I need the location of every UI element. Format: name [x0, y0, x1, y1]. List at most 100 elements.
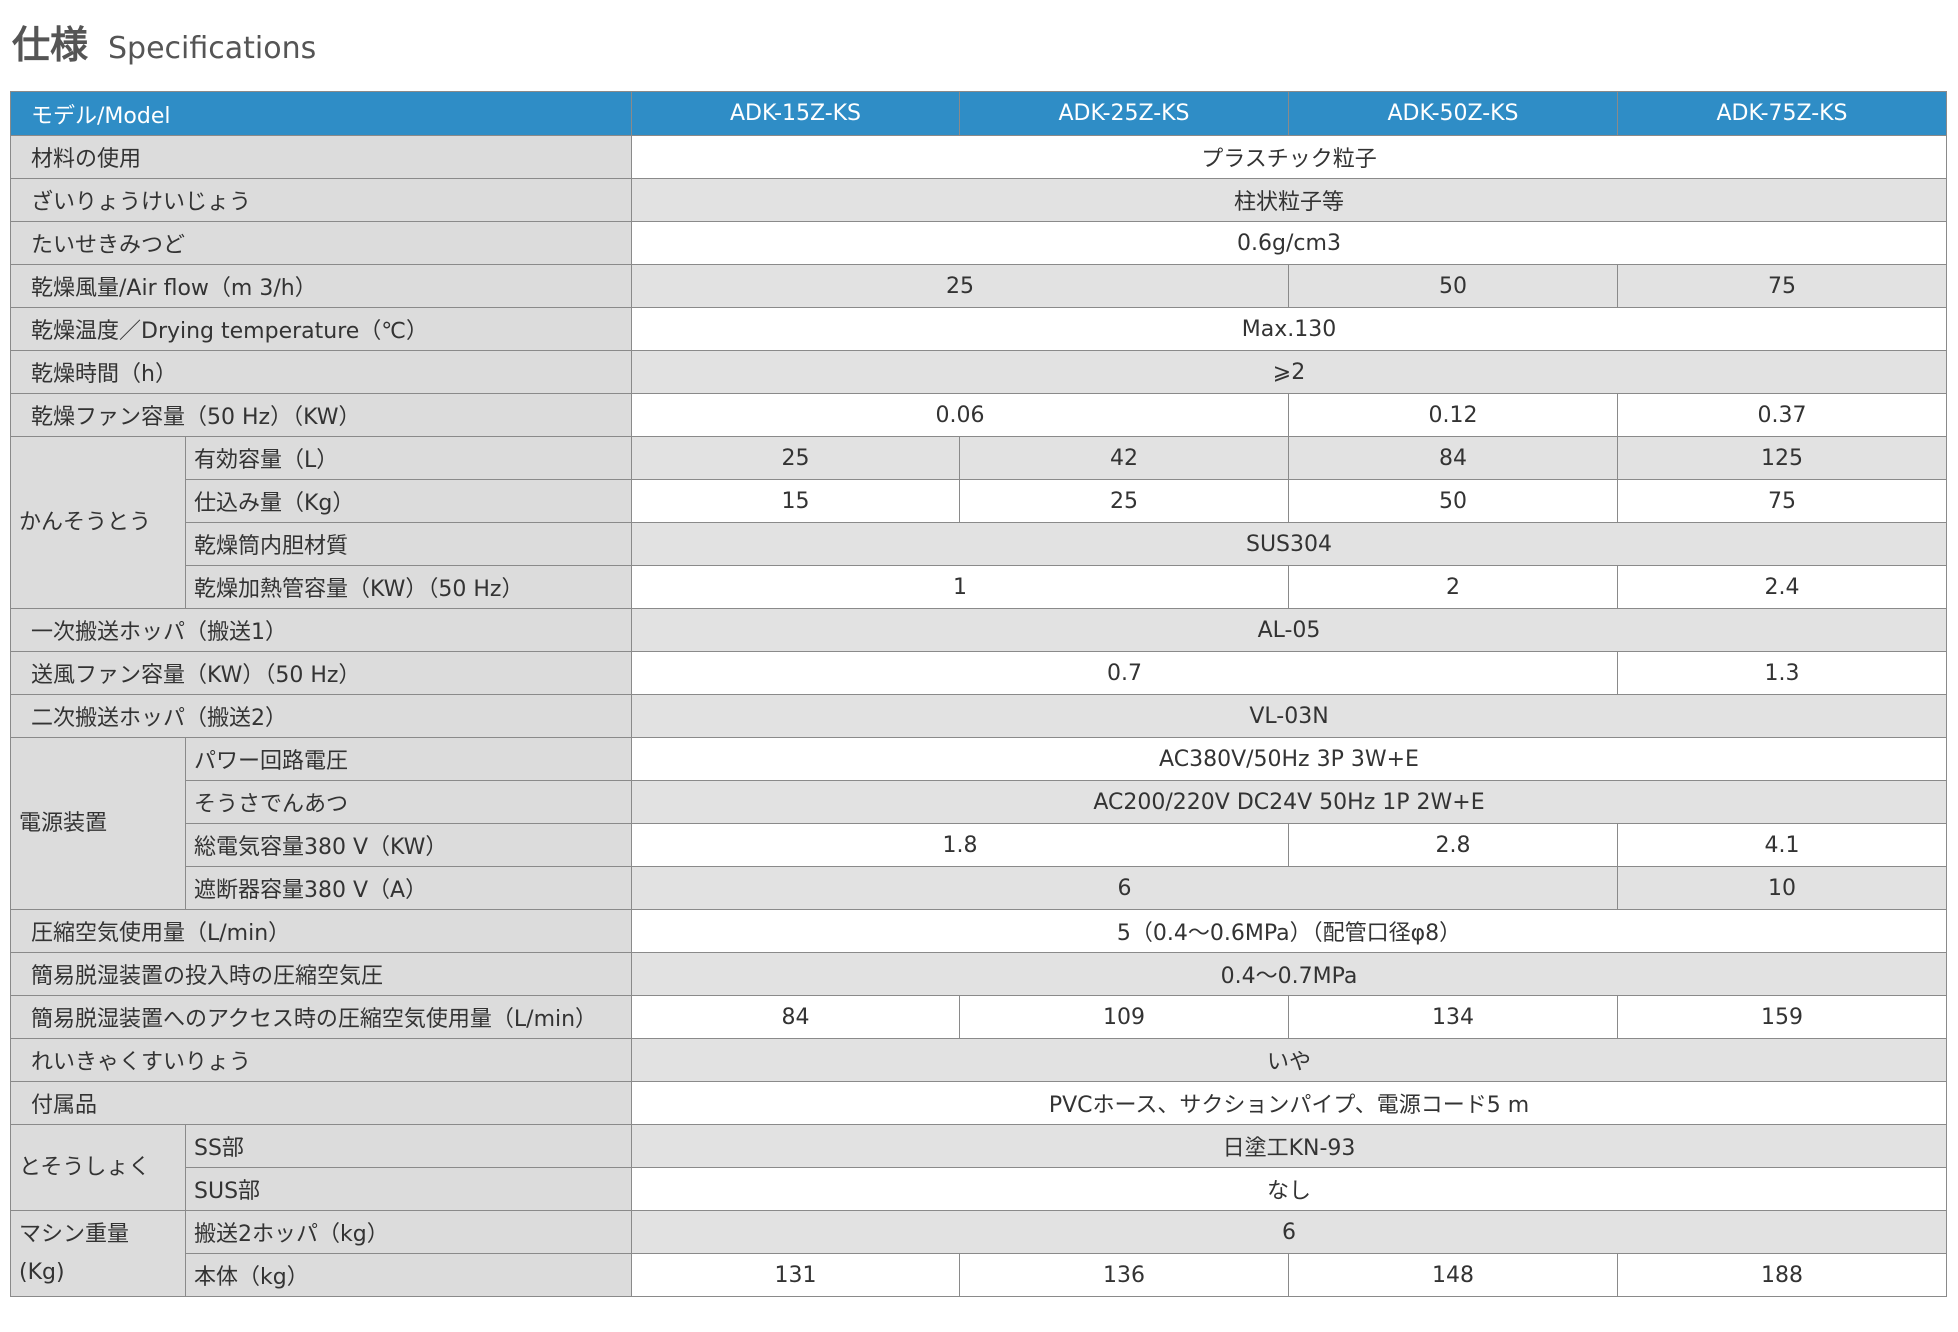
row: ざいりょうけいじょう 柱状粒子等	[10, 178, 1947, 222]
value-cell: 159	[1617, 995, 1947, 1039]
row-label: 乾燥温度／Drying temperature（℃）	[10, 307, 632, 351]
value-cell: 1.3	[1617, 651, 1947, 695]
row-label: 有効容量（L）	[185, 436, 632, 480]
row: SUS部 なし	[11, 1167, 1947, 1211]
value-cell: 134	[1288, 995, 1618, 1039]
value-cell: 25	[959, 479, 1289, 523]
row-label: SS部	[185, 1124, 632, 1168]
row-label: 乾燥風量/Air flow（m 3/h）	[10, 264, 632, 308]
title: 仕様	[12, 23, 89, 67]
row: 遮断器容量380 V（A） 6 10	[11, 866, 1947, 910]
row: 材料の使用 プラスチック粒子	[10, 135, 1947, 179]
page-header: 仕様 Specifications	[12, 14, 316, 69]
group-label: かんそうとう	[10, 436, 186, 609]
column-header: ADK-25Z-KS	[959, 91, 1289, 136]
row: 簡易脱湿装置へのアクセス時の圧縮空気使用量（L/min） 84 109 134 159	[10, 995, 1947, 1039]
value-cell: いや	[631, 1038, 1947, 1082]
value-cell: AC380V/50Hz 3P 3W+E	[631, 737, 1947, 781]
value-cell: SUS304	[631, 522, 1947, 566]
value-cell: 6	[631, 866, 1618, 910]
row: 一次搬送ホッパ（搬送1） AL-05	[10, 608, 1947, 652]
row-label: パワー回路電圧	[185, 737, 632, 781]
column-header: ADK-15Z-KS	[631, 91, 960, 136]
value-cell: 2.8	[1288, 823, 1618, 867]
row: かんそうとう 有効容量（L） 25 42 84 125	[10, 436, 1947, 609]
value-cell: 25	[631, 436, 960, 480]
row: そうさでんあつ AC200/220V DC24V 50Hz 1P 2W+E	[11, 780, 1947, 824]
row-label: れいきゃくすいりょう	[10, 1038, 632, 1082]
value-cell: 0.4～0.7MPa	[631, 952, 1947, 996]
value-cell: 日塗工KN-93	[631, 1124, 1947, 1168]
value-cell: 84	[631, 995, 960, 1039]
value-cell: 25	[631, 264, 1289, 308]
row: とそうしょく SS部 日塗工KN-93	[10, 1124, 1947, 1211]
row-label: 送風ファン容量（KW）（50 Hz）	[10, 651, 632, 695]
column-header: ADK-50Z-KS	[1288, 91, 1618, 136]
row: 乾燥ファン容量（50 Hz）（KW） 0.06 0.12 0.37	[10, 393, 1947, 437]
column-header: ADK-75Z-KS	[1617, 91, 1947, 136]
value-cell: 109	[959, 995, 1289, 1039]
row-label: たいせきみつど	[10, 221, 632, 265]
row-label: 付属品	[10, 1081, 632, 1125]
value-cell: AC200/220V DC24V 50Hz 1P 2W+E	[631, 780, 1947, 824]
value-cell: 75	[1617, 479, 1947, 523]
value-cell: AL-05	[631, 608, 1947, 652]
row: 電源装置 パワー回路電圧 AC380V/50Hz 3P 3W+E	[10, 737, 1947, 910]
value-cell: 0.37	[1617, 393, 1947, 437]
row-label: 仕込み量（Kg）	[185, 479, 632, 523]
row: 二次搬送ホッパ（搬送2） VL-03N	[10, 694, 1947, 738]
group-label: とそうしょく	[10, 1124, 186, 1211]
group-label: 電源装置	[10, 737, 186, 910]
row: れいきゃくすいりょう いや	[10, 1038, 1947, 1082]
row: 仕込み量（Kg） 15 25 50 75	[11, 479, 1947, 523]
value-cell: VL-03N	[631, 694, 1947, 738]
value-cell: 2	[1288, 565, 1618, 609]
row: たいせきみつど 0.6g/cm3	[10, 221, 1947, 265]
value-cell: 136	[959, 1253, 1289, 1297]
row-label: そうさでんあつ	[185, 780, 632, 824]
row: 乾燥時間（h） ⩾2	[10, 350, 1947, 394]
row-label: 簡易脱湿装置の投入時の圧縮空気圧	[10, 952, 632, 996]
row-label: 乾燥ファン容量（50 Hz）（KW）	[10, 393, 632, 437]
value-cell: 0.06	[631, 393, 1289, 437]
value-cell: 10	[1617, 866, 1947, 910]
row-label: 総電気容量380 V（KW）	[185, 823, 632, 867]
value-cell: Max.130	[631, 307, 1947, 351]
row-label: 一次搬送ホッパ（搬送1）	[10, 608, 632, 652]
value-cell: 柱状粒子等	[631, 178, 1947, 222]
value-cell: 42	[959, 436, 1289, 480]
row: 簡易脱湿装置の投入時の圧縮空気圧 0.4～0.7MPa	[10, 952, 1947, 996]
row-label: 搬送2ホッパ（kg）	[185, 1210, 632, 1254]
column-header: モデル/Model	[10, 91, 632, 136]
row: 送風ファン容量（KW）（50 Hz） 0.7 1.3	[10, 651, 1947, 695]
row-label: SUS部	[185, 1167, 632, 1211]
row-label: 圧縮空気使用量（L/min）	[10, 909, 632, 953]
row-label: 本体（kg）	[185, 1253, 632, 1297]
value-cell: 148	[1288, 1253, 1618, 1297]
row-label: 乾燥加熱管容量（KW）（50 Hz）	[185, 565, 632, 609]
value-cell: 6	[631, 1210, 1947, 1254]
row-label: 遮断器容量380 V（A）	[185, 866, 632, 910]
value-cell: 50	[1288, 264, 1618, 308]
row: 圧縮空気使用量（L/min） 5（0.4～0.6MPa）（配管口径φ8）	[10, 909, 1947, 953]
value-cell: 1.8	[631, 823, 1289, 867]
value-cell: ⩾2	[631, 350, 1947, 394]
value-cell: 4.1	[1617, 823, 1947, 867]
value-cell: 1	[631, 565, 1289, 609]
value-cell: 0.12	[1288, 393, 1618, 437]
subtitle: Specifications	[108, 31, 317, 66]
row-label: 二次搬送ホッパ（搬送2）	[10, 694, 632, 738]
row-label: 乾燥時間（h）	[10, 350, 632, 394]
row: 総電気容量380 V（KW） 1.8 2.8 4.1	[11, 823, 1947, 867]
row: 付属品 PVCホース、サクションパイプ、電源コード5 m	[10, 1081, 1947, 1125]
value-cell: 15	[631, 479, 960, 523]
row: 乾燥温度／Drying temperature（℃） Max.130	[10, 307, 1947, 351]
value-cell: 84	[1288, 436, 1618, 480]
row-label: ざいりょうけいじょう	[10, 178, 632, 222]
value-cell: 131	[631, 1253, 960, 1297]
value-cell: 5（0.4～0.6MPa）（配管口径φ8）	[631, 909, 1947, 953]
row: 乾燥加熱管容量（KW）（50 Hz） 1 2 2.4	[11, 565, 1947, 609]
spec-table: モデル/Model ADK-15Z-KS ADK-25Z-KS ADK-50Z-KS A…	[10, 91, 1947, 1297]
row: 乾燥筒内胆材質 SUS304	[11, 522, 1947, 566]
